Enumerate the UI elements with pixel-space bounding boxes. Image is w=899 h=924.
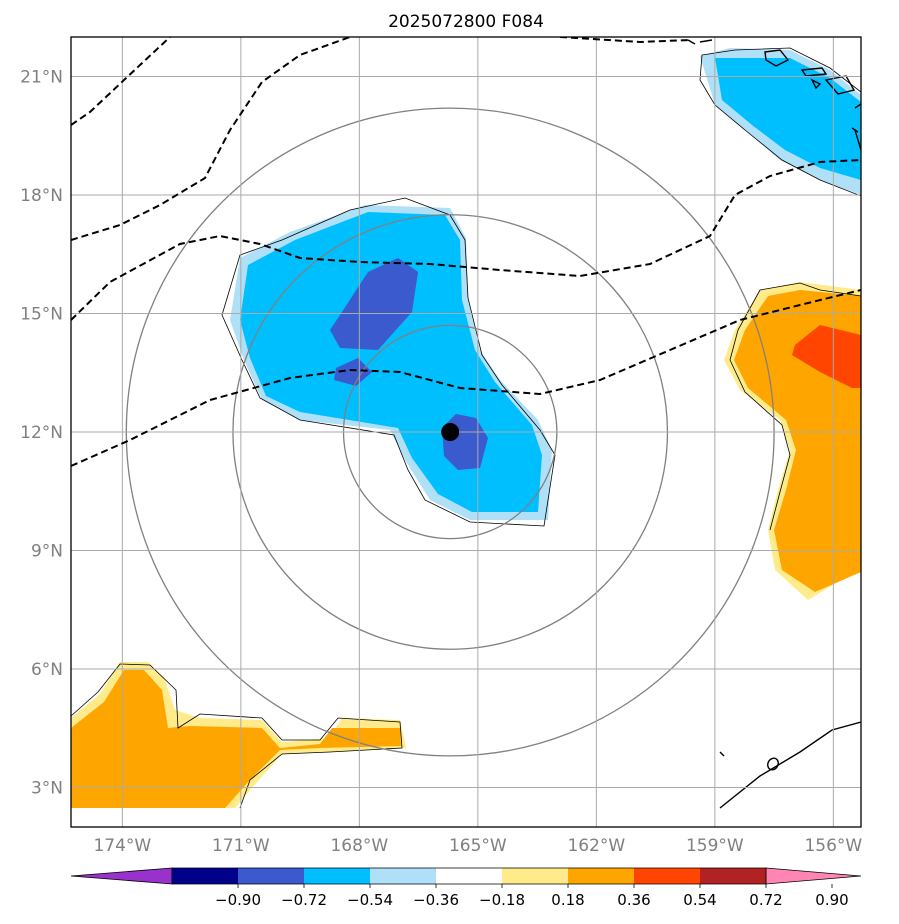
colorbar: −0.90 −0.72 −0.54 −0.36 −0.18 0.18 0.36 0.54 0.7… [70,867,862,909]
latitude-labels: 3°N 6°N 9°N 12°N 15°N 18°N 21°N [20,68,63,799]
lon-label: 165°W [449,836,507,856]
map-title: 2025072800 F084 [388,12,544,32]
colorbar-tick-label: 0.90 [815,891,848,909]
colorbar-tick-label: 0.36 [617,891,650,909]
colorbar-tick-label: −0.36 [413,891,459,909]
colorbar-segment [304,868,370,884]
anomaly-region-central-darkblue-north [330,258,418,350]
lon-label: 168°W [330,836,388,856]
lat-label: 9°N [31,542,63,562]
positive-anomaly-regions [71,282,861,808]
plot-area [71,37,861,827]
colorbar-segment [568,868,634,884]
lat-label: 3°N [31,779,63,799]
colorbar-extend-low [70,867,173,885]
coastlines [687,39,861,809]
colorbar-segment [700,868,766,884]
colorbar-tick-label: −0.54 [347,891,393,909]
colorbar-tick-label: 0.18 [551,891,584,909]
colorbar-tick-label: 0.72 [749,891,782,909]
negative-anomaly-regions [230,48,861,520]
colorbar-segment [370,868,436,884]
colorbar-segment [634,868,700,884]
colorbar-tick-label: −0.90 [215,891,261,909]
colorbar-tick-label: −0.72 [281,891,327,909]
plot-frame [70,36,862,828]
lat-label: 12°N [20,423,63,443]
colorbar-extend-high [765,867,862,885]
storm-center-marker [441,423,460,441]
colorbar-segment [172,868,238,884]
colorbar-segment [502,868,568,884]
dashed-contours [71,37,861,467]
anomaly-region-east-red [792,325,861,388]
colorbar-tick-label: 0.54 [683,891,716,909]
lat-label: 21°N [20,68,63,88]
colorbar-tick-label: −0.18 [479,891,525,909]
colorbar-segment [238,868,304,884]
lon-label: 174°W [93,836,151,856]
lat-label: 15°N [20,305,63,325]
lon-label: 159°W [686,836,744,856]
lat-label: 18°N [20,186,63,206]
colorbar-segment [436,868,502,884]
longitude-labels: 174°W 171°W 168°W 165°W 162°W 159°W 156°W [93,836,862,856]
anomaly-region-central-darkblue-small [334,358,372,386]
lon-label: 171°W [212,836,270,856]
lon-label: 156°W [804,836,862,856]
lat-label: 6°N [31,660,63,680]
gridlines [71,37,861,827]
lon-label: 162°W [567,836,625,856]
